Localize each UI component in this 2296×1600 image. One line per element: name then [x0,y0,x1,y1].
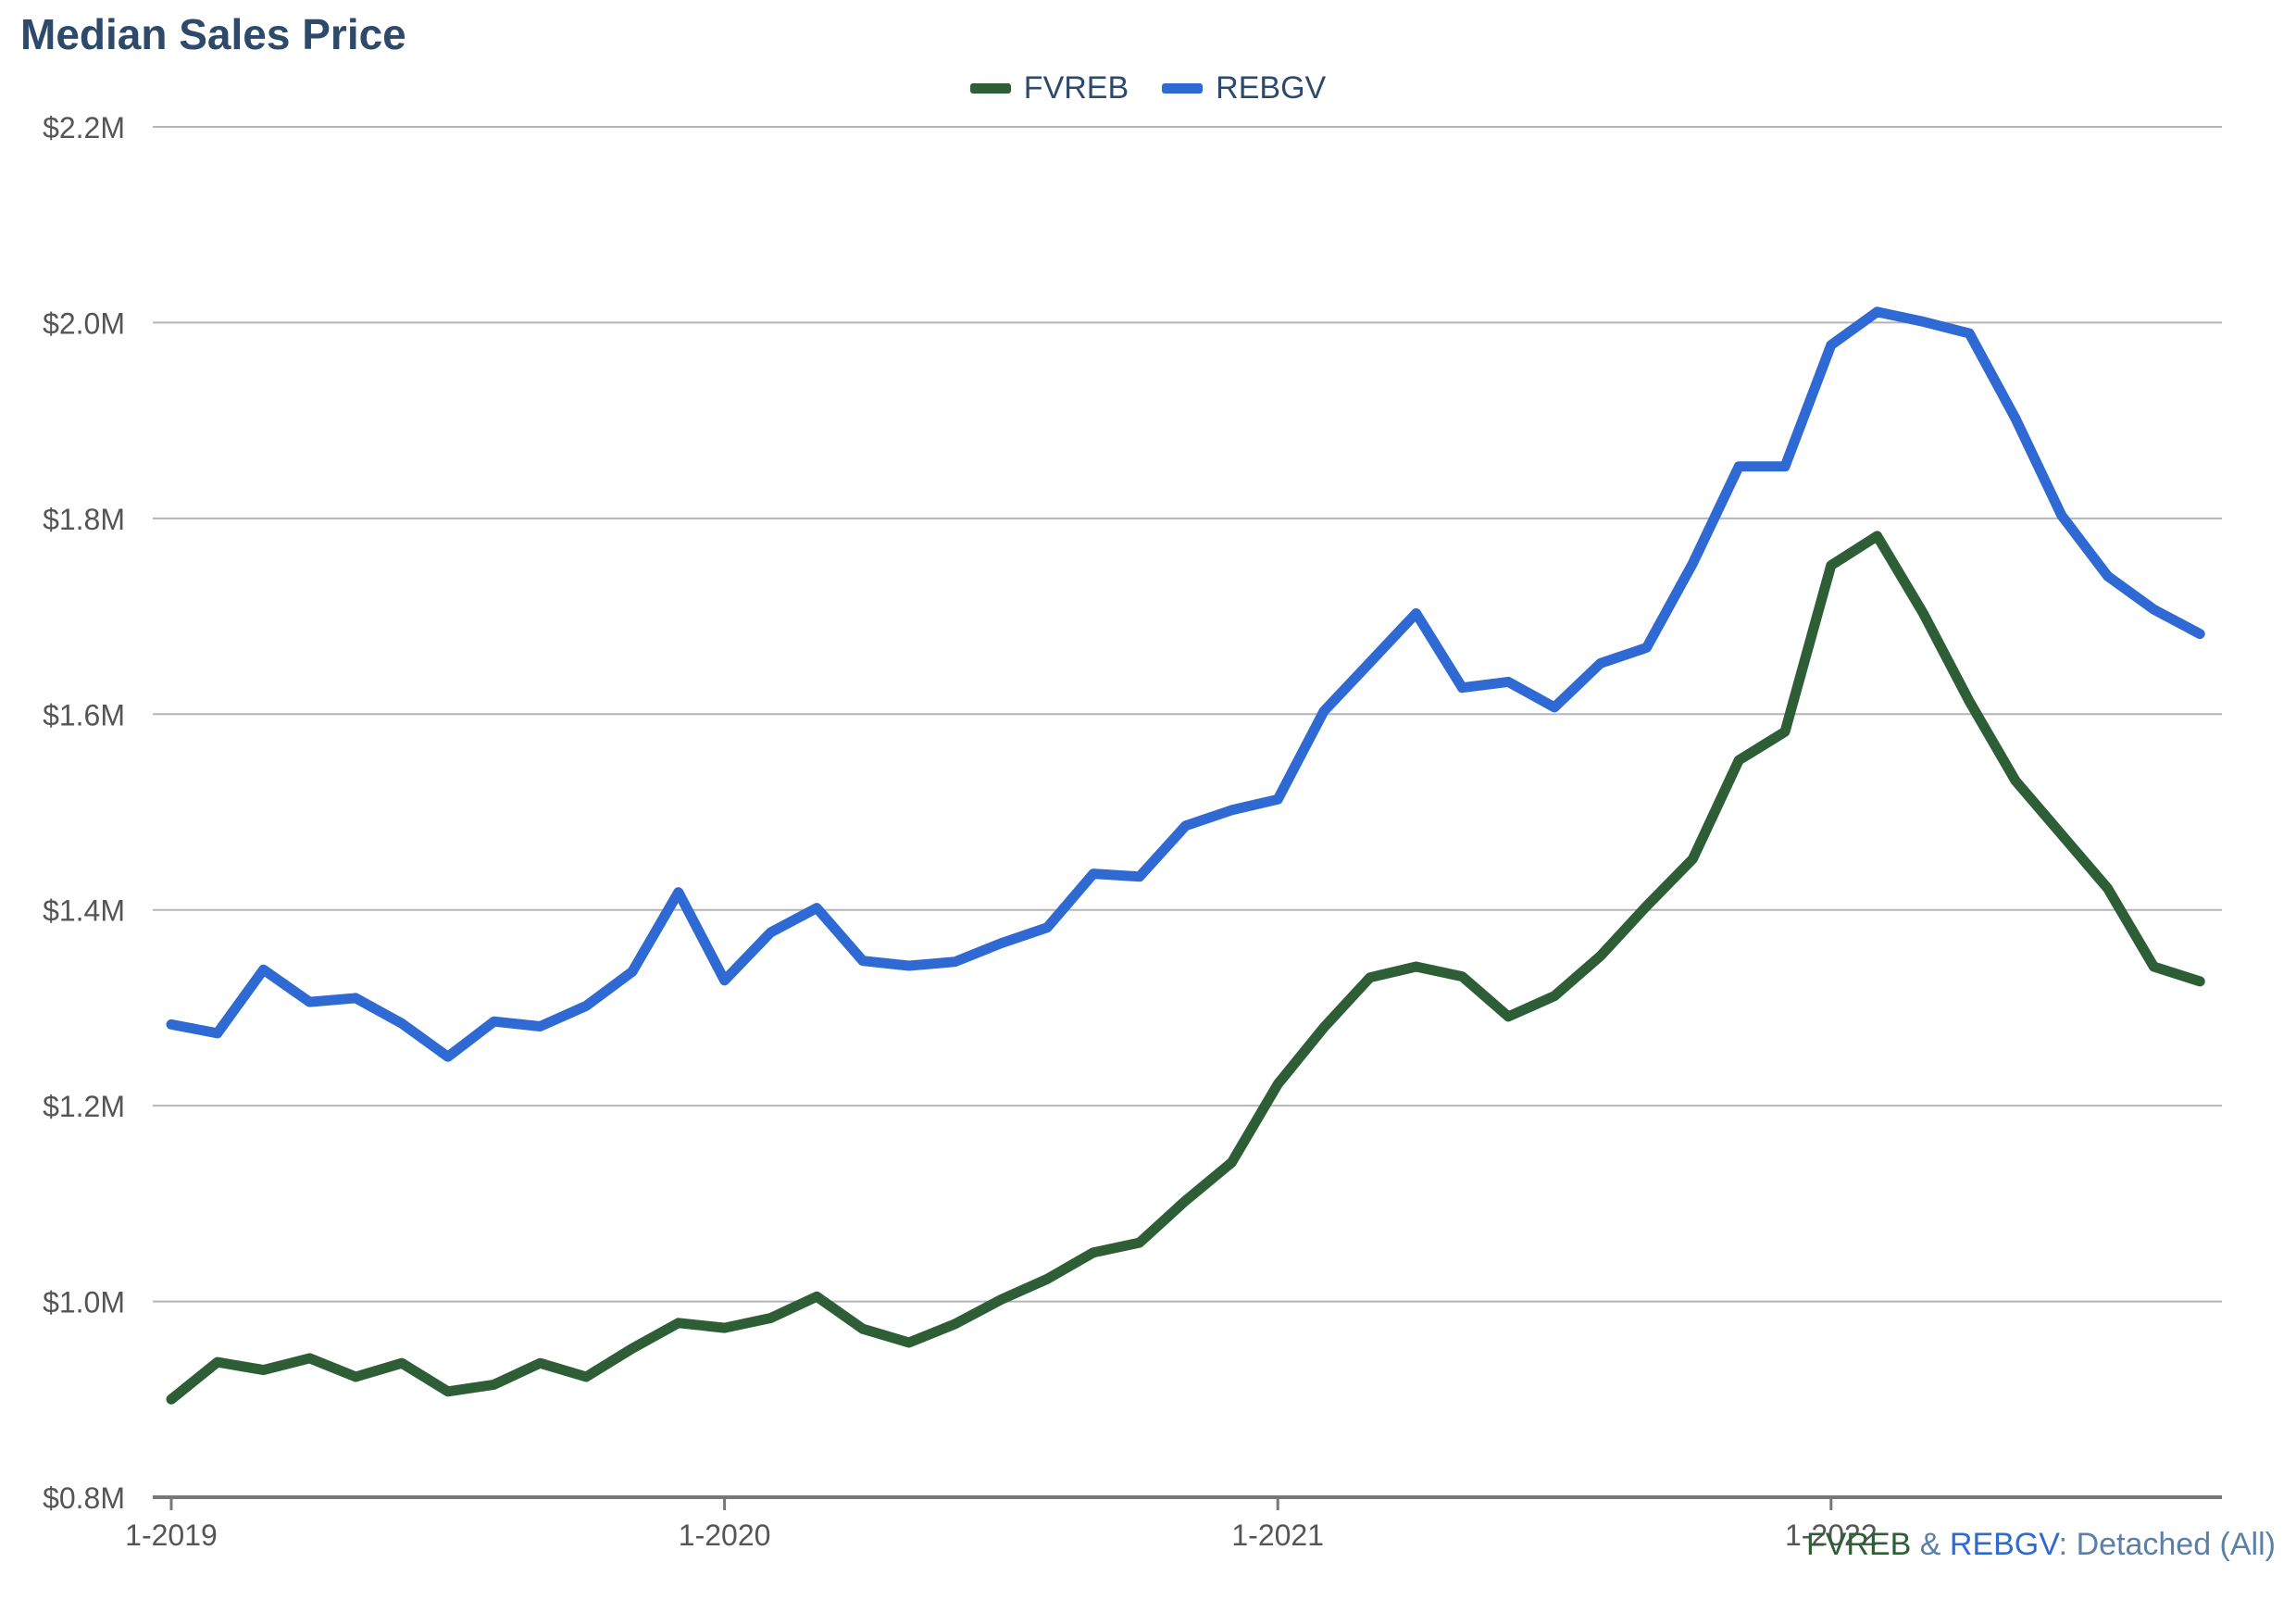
y-tick-label: $1.6M [43,698,125,731]
x-tick-label: 1-2020 [679,1519,771,1552]
caption-rebgv: REBGV [1949,1527,2059,1562]
y-tick-label: $1.0M [43,1286,125,1319]
x-tick-label: 1-2022 [1785,1519,1878,1552]
x-tick-label: 1-2019 [125,1519,218,1552]
legend-item-fvreb[interactable]: FVREB [969,70,1129,106]
legend-item-rebgv[interactable]: REBGV [1162,70,1326,106]
legend-swatch-fvreb [969,83,1011,94]
y-tick-label: $2.2M [43,111,125,144]
y-tick-label: $1.4M [43,894,125,928]
legend-label-rebgv: REBGV [1216,70,1327,106]
y-tick-label: $0.8M [43,1481,125,1515]
series-line-rebgv [166,306,2205,1062]
chart-caption: FVREB & REBGV: Detached (All) [1806,1527,2276,1563]
y-tick-label: $1.2M [43,1090,125,1123]
series-line-fvreb [166,531,2205,1405]
legend-label-fvreb: FVREB [1023,70,1129,106]
y-tick-label: $1.8M [43,503,125,536]
x-tick-label: 1-2021 [1231,1519,1324,1552]
chart-title: Median Sales Price [20,10,406,58]
caption-fvreb: FVREB [1805,1527,1912,1562]
legend: FVREB REBGV [0,70,2296,106]
caption-suffix: : Detached (All) [2058,1527,2276,1562]
legend-swatch-rebgv [1162,83,1204,94]
caption-amp: & [1911,1527,1950,1562]
y-tick-label: $2.0M [43,306,125,340]
